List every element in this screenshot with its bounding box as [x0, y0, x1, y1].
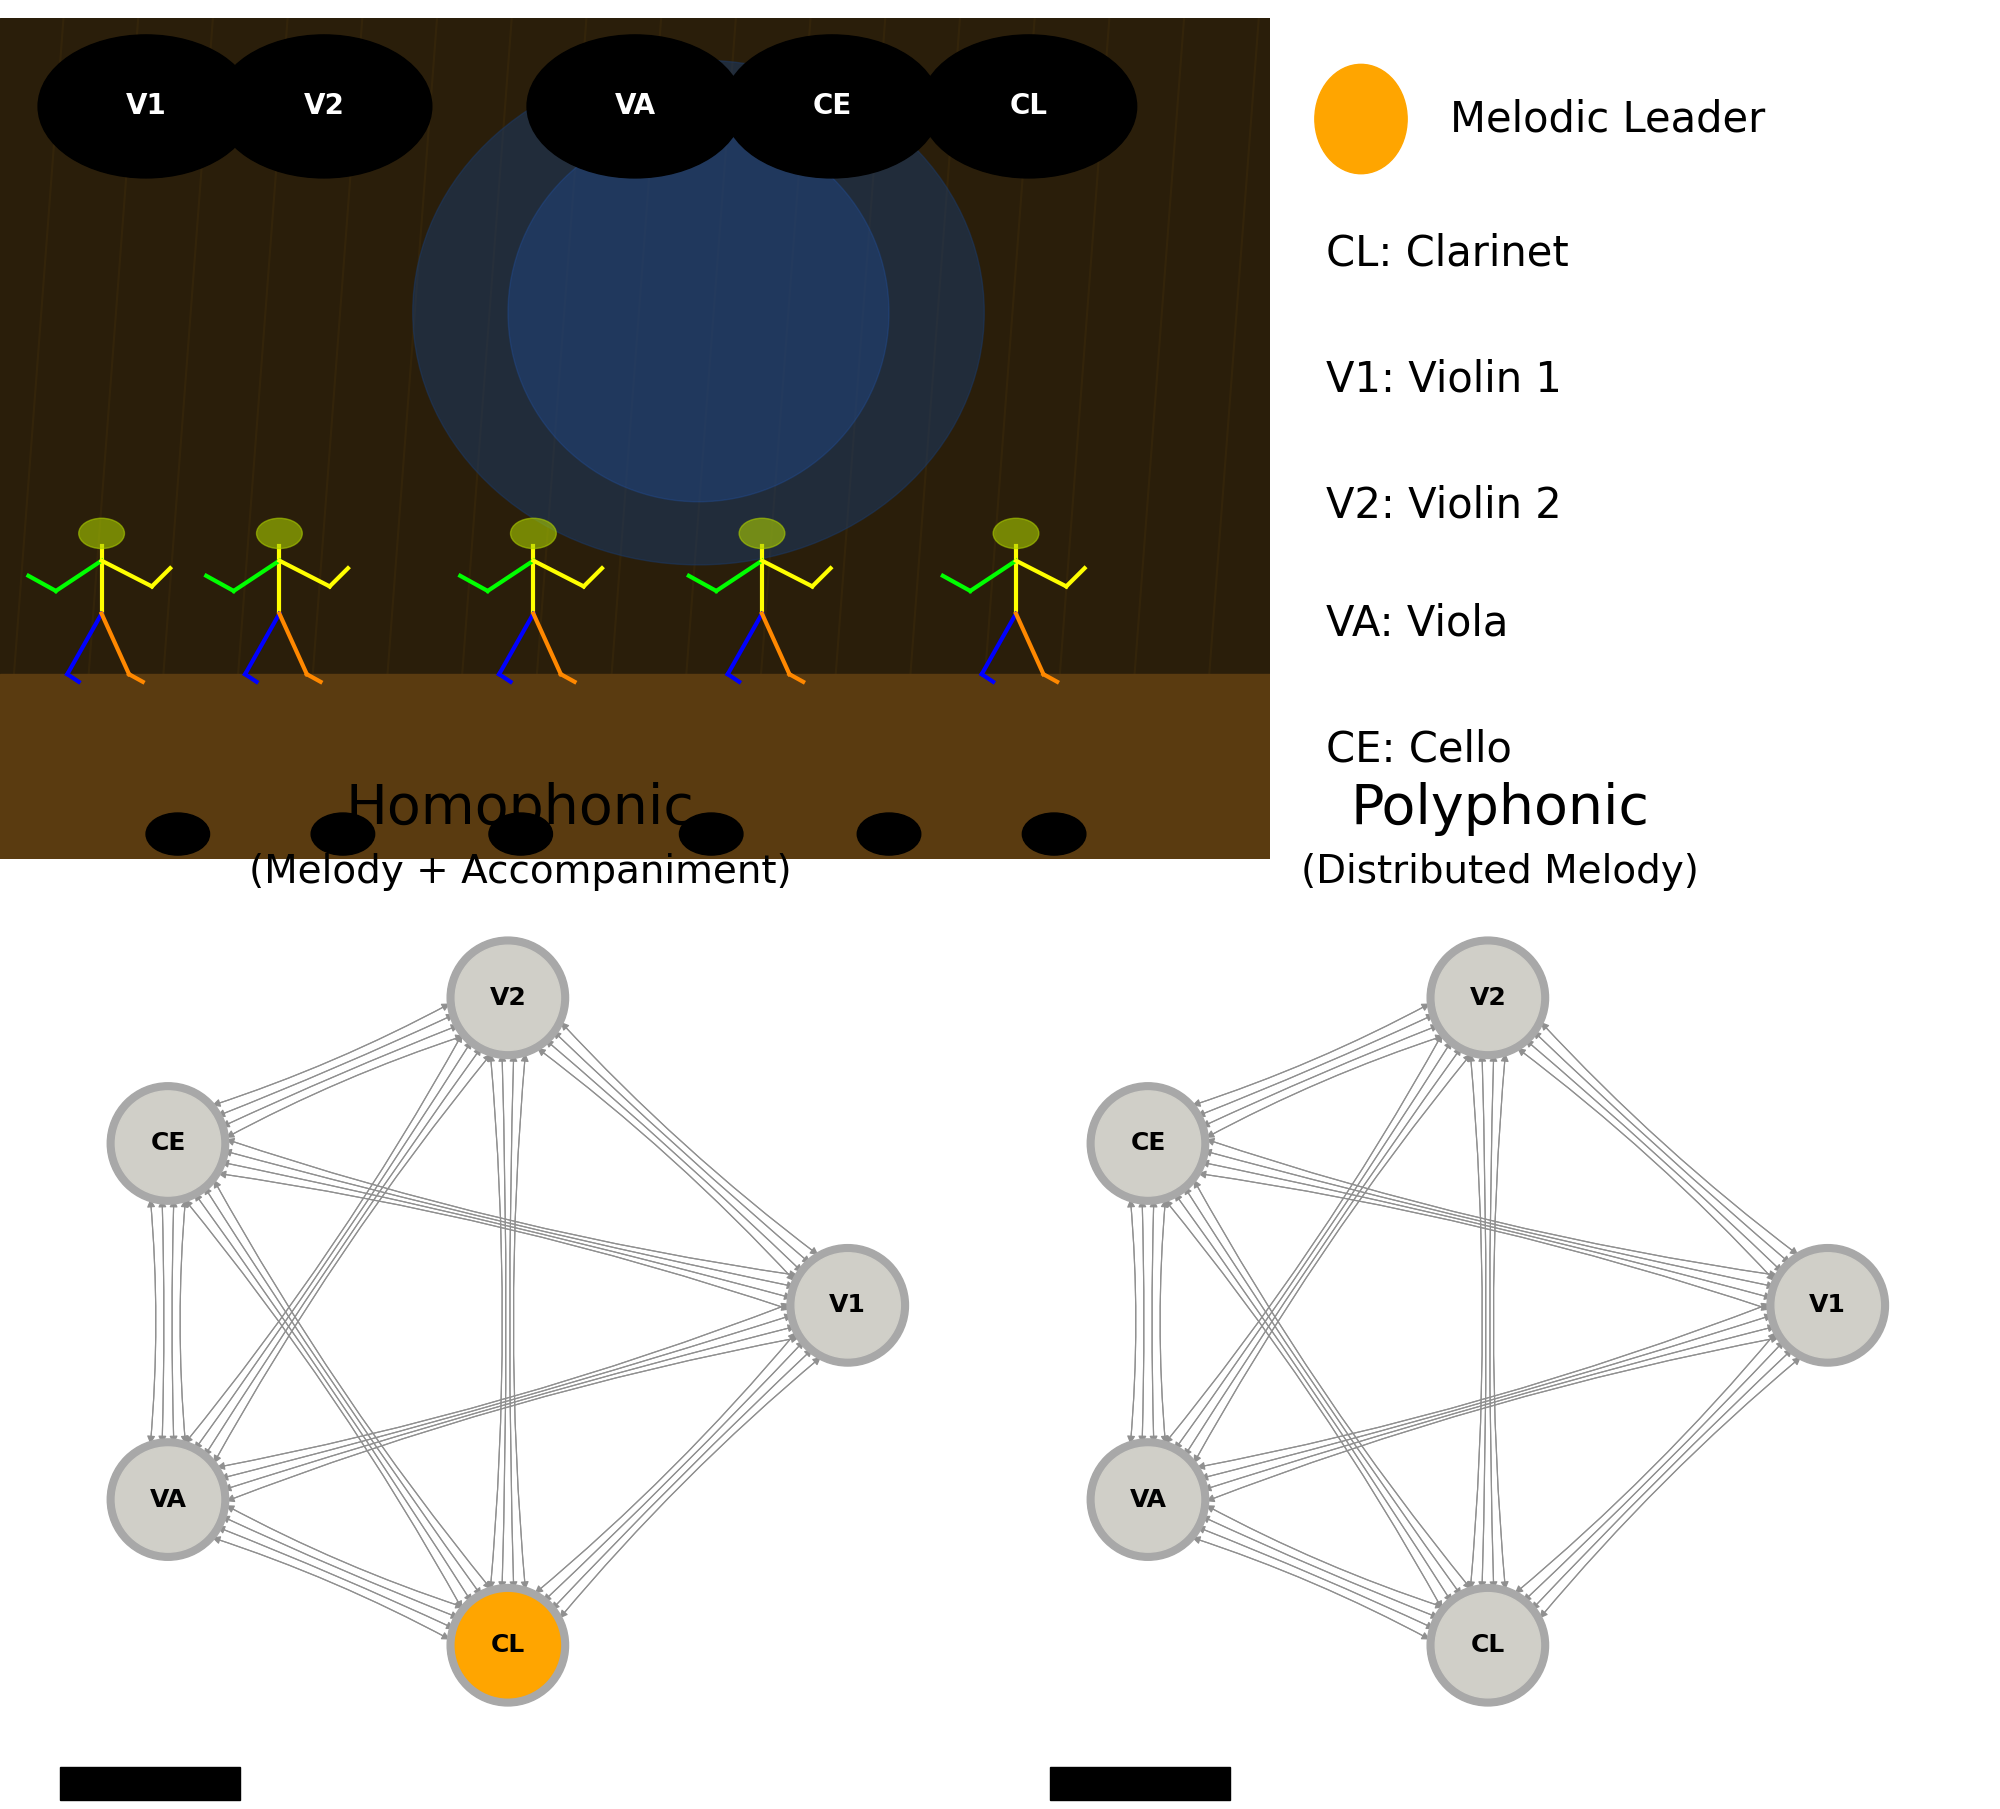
Text: CE: CE: [1130, 1131, 1166, 1156]
Circle shape: [488, 812, 552, 856]
Circle shape: [994, 517, 1038, 548]
Text: Polyphonic: Polyphonic: [1350, 781, 1650, 836]
Circle shape: [920, 34, 1136, 177]
Text: VA: VA: [614, 92, 656, 121]
Circle shape: [448, 937, 568, 1058]
Text: V2: V2: [304, 92, 344, 121]
Circle shape: [256, 517, 302, 548]
Circle shape: [108, 1084, 228, 1205]
Circle shape: [740, 517, 784, 548]
Circle shape: [1436, 946, 1540, 1051]
Circle shape: [1088, 1438, 1208, 1559]
Circle shape: [312, 812, 374, 856]
Circle shape: [1314, 65, 1408, 174]
Circle shape: [858, 812, 920, 856]
Text: Homophonic: Homophonic: [346, 781, 694, 836]
Text: V2: Violin 2: V2: Violin 2: [1326, 485, 1562, 526]
Circle shape: [78, 517, 124, 548]
Circle shape: [796, 1254, 900, 1359]
Circle shape: [1088, 1084, 1208, 1205]
Circle shape: [1768, 1245, 1888, 1366]
Circle shape: [788, 1245, 908, 1366]
Text: V2: V2: [1470, 986, 1506, 1009]
Circle shape: [116, 1091, 220, 1196]
Text: CE: Cello: CE: Cello: [1326, 729, 1512, 771]
Text: V1: Violin 1: V1: Violin 1: [1326, 358, 1562, 402]
Text: VA: Viola: VA: Viola: [1326, 602, 1508, 644]
Circle shape: [528, 34, 742, 177]
Circle shape: [1428, 1585, 1548, 1706]
Text: V1: V1: [1810, 1293, 1846, 1317]
Circle shape: [1776, 1254, 1880, 1359]
Circle shape: [510, 517, 556, 548]
Text: (Melody + Accompaniment): (Melody + Accompaniment): [248, 854, 792, 892]
Circle shape: [38, 34, 254, 177]
Circle shape: [456, 1592, 560, 1699]
Circle shape: [216, 34, 432, 177]
Circle shape: [448, 1585, 568, 1706]
Text: CL: CL: [490, 1634, 524, 1657]
Text: (Distributed Melody): (Distributed Melody): [1302, 854, 1698, 892]
Circle shape: [108, 1438, 228, 1559]
Circle shape: [680, 812, 742, 856]
Circle shape: [146, 812, 210, 856]
Circle shape: [1428, 937, 1548, 1058]
Circle shape: [456, 946, 560, 1051]
Text: CE: CE: [150, 1131, 186, 1156]
Text: CL: Clarinet: CL: Clarinet: [1326, 233, 1568, 275]
Circle shape: [1022, 812, 1086, 856]
Text: VA: VA: [1130, 1487, 1166, 1512]
Circle shape: [116, 1447, 220, 1552]
Bar: [0, 675, 1270, 859]
Ellipse shape: [508, 123, 888, 501]
Circle shape: [1096, 1447, 1200, 1552]
Text: V1: V1: [126, 92, 166, 121]
Circle shape: [724, 34, 940, 177]
Text: CE: CE: [812, 92, 852, 121]
Text: V2: V2: [490, 986, 526, 1009]
Text: V1: V1: [830, 1293, 866, 1317]
Circle shape: [1436, 1592, 1540, 1699]
Text: Melodic Leader: Melodic Leader: [1450, 98, 1766, 139]
Text: CL: CL: [1470, 1634, 1504, 1657]
Text: VA: VA: [150, 1487, 186, 1512]
Text: CL: CL: [1010, 92, 1048, 121]
Ellipse shape: [412, 60, 984, 564]
Circle shape: [1096, 1091, 1200, 1196]
